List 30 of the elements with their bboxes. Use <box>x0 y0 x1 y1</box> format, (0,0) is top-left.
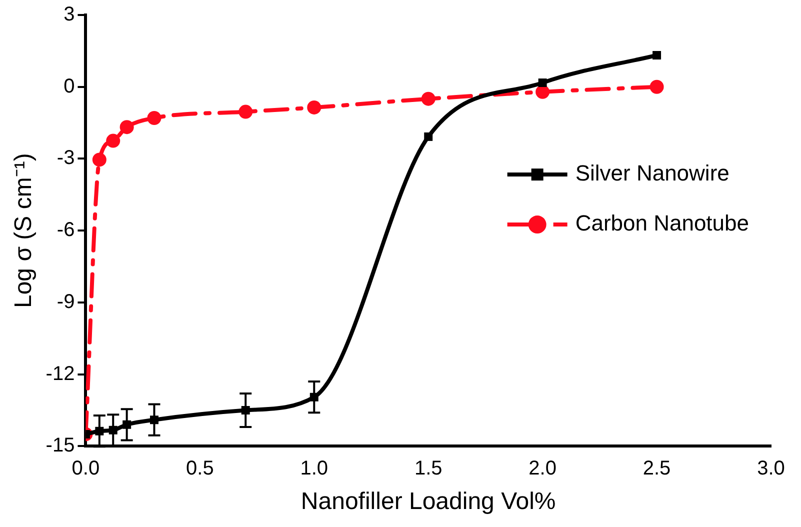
y-tick-label: -12 <box>46 362 75 385</box>
point <box>650 80 664 94</box>
x-axis-title: Nanofiller Loading Vol% <box>300 488 556 516</box>
y-tick-label: -15 <box>46 434 75 457</box>
x-tick-label: 0.5 <box>186 458 214 480</box>
x-tick-label: 0.0 <box>72 458 100 480</box>
x-tick-label: 1.0 <box>300 458 328 480</box>
point <box>421 92 436 106</box>
x-tick-label: 3.0 <box>757 458 785 480</box>
point <box>106 134 120 148</box>
point <box>538 78 547 88</box>
y-tick-label: -9 <box>56 290 75 313</box>
point <box>307 100 322 114</box>
point <box>147 111 162 126</box>
x-tick-label: 2.5 <box>642 458 671 480</box>
y-tick-label: -6 <box>56 219 75 242</box>
y-tick-label: -3 <box>56 147 75 170</box>
x-tick-label: 2.0 <box>528 458 556 480</box>
y-axis-title: Log σ (S cm⁻¹) <box>10 153 38 308</box>
point <box>238 104 253 119</box>
legend-label: Carbon Nanotube <box>575 210 750 236</box>
y-tick-label: 0 <box>64 75 75 98</box>
point <box>536 84 550 99</box>
y-tick-label: 3 <box>64 4 75 26</box>
point <box>120 120 134 134</box>
x-tick-label: 1.5 <box>414 458 442 480</box>
point <box>92 152 106 167</box>
legend-label: Silver Nanowire <box>575 160 730 186</box>
point <box>424 132 433 141</box>
point <box>652 51 662 60</box>
